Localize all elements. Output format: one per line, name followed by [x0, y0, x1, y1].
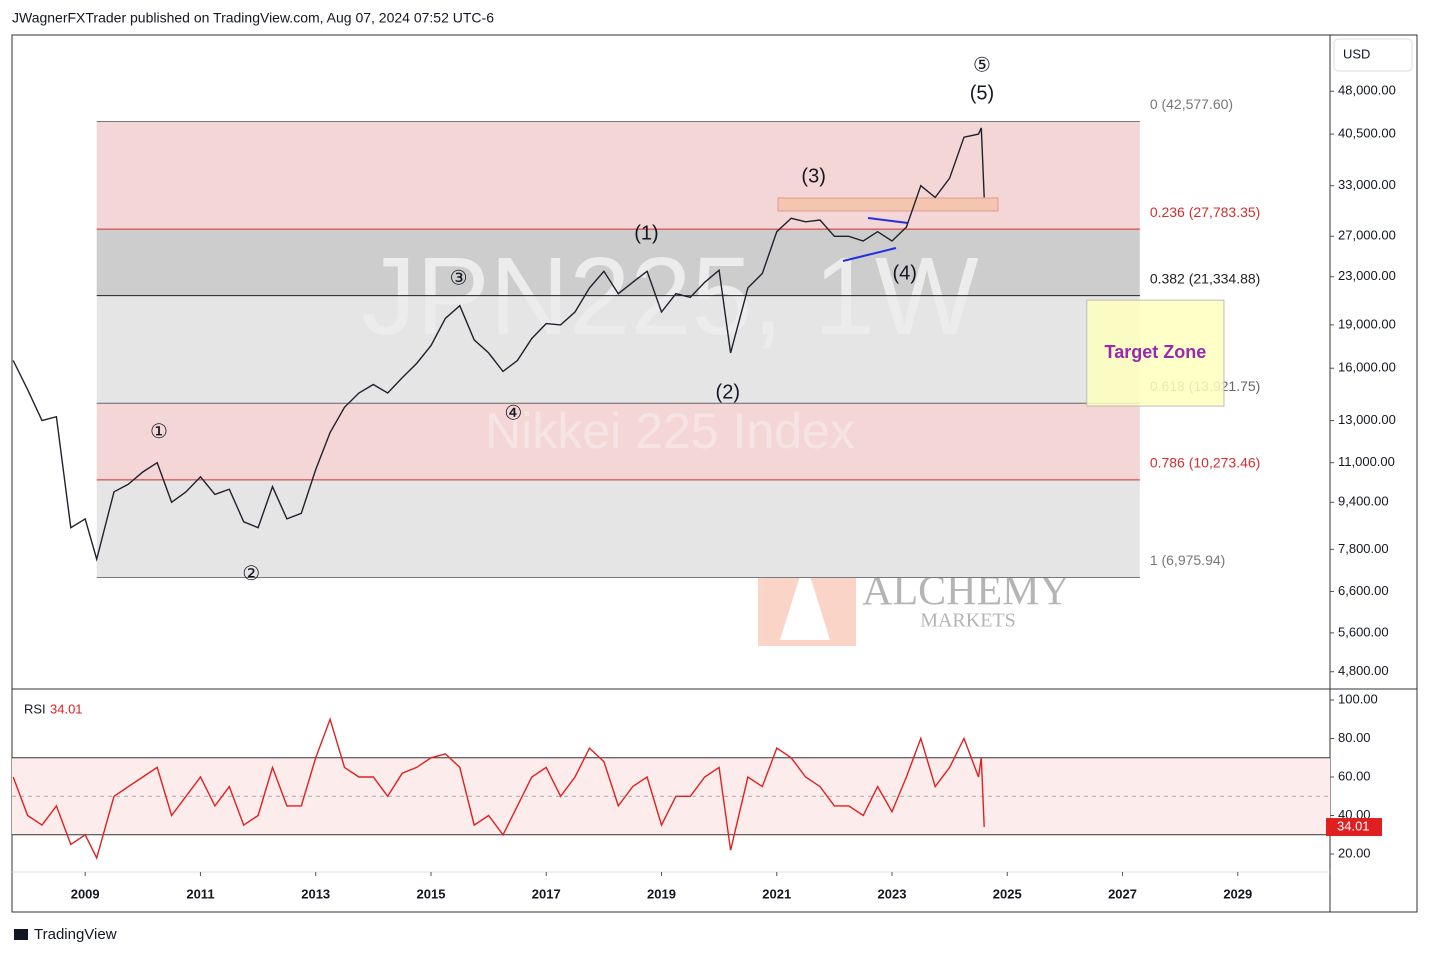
- wave-label: ③: [450, 268, 468, 290]
- triangle-line: [867, 217, 909, 224]
- y-tick-label: 7,800.00: [1338, 541, 1389, 556]
- fib-label: 0.786 (10,273.46): [1150, 455, 1261, 471]
- x-tick-label: 2017: [532, 886, 561, 901]
- target-zone: [1086, 299, 1225, 407]
- wave-label: (1): [634, 222, 658, 244]
- y-tick-label: 13,000.00: [1338, 412, 1396, 427]
- x-tick-label: 2025: [993, 886, 1022, 901]
- y-tick-label: 6,600.00: [1338, 583, 1389, 598]
- currency-box[interactable]: [1333, 38, 1413, 72]
- rsi-title: RSI: [24, 701, 46, 716]
- fib-label: 0.382 (21,334.88): [1150, 270, 1261, 286]
- x-tick-label: 2009: [71, 886, 100, 901]
- rsi-tick-label: 80.00: [1338, 730, 1371, 745]
- y-tick-label: 16,000.00: [1338, 360, 1396, 375]
- price-line: [12, 127, 985, 562]
- rsi-legend-value: 34.01: [50, 701, 83, 716]
- wave-label: (5): [970, 83, 994, 105]
- rsi-value-tag: [1326, 818, 1382, 837]
- y-tick-label: 40,500.00: [1338, 126, 1396, 141]
- y-tick-label: 23,000.00: [1338, 268, 1396, 283]
- fib-label: 1 (6,975.94): [1150, 552, 1226, 568]
- wave-label: ②: [242, 563, 260, 585]
- wave-label: ④: [504, 402, 522, 424]
- logo-shape: [780, 560, 830, 640]
- wave-label: (2): [716, 381, 740, 403]
- fib-label: 0.236 (27,783.35): [1150, 204, 1261, 220]
- resistance-box: [777, 197, 999, 212]
- x-tick-label: 2015: [417, 886, 446, 901]
- y-tick-label: 9,400.00: [1338, 494, 1389, 509]
- x-tick-label: 2019: [647, 886, 676, 901]
- rsi-tick-label: 100.00: [1338, 691, 1378, 706]
- header: JWagnerFXTrader published on TradingView…: [12, 10, 494, 26]
- fib-zone: [96, 229, 1140, 296]
- fib-zone: [96, 479, 1140, 578]
- wave-label: (4): [892, 263, 916, 285]
- y-tick-label: 48,000.00: [1338, 83, 1396, 98]
- y-tick-label: 5,600.00: [1338, 624, 1389, 639]
- x-tick-label: 2021: [762, 886, 791, 901]
- target-zone-label: Target Zone: [1105, 342, 1207, 362]
- currency: USD: [1343, 46, 1370, 61]
- wave-label: ①: [150, 421, 168, 443]
- triangle-line: [842, 247, 897, 262]
- footer-logo: [14, 929, 28, 940]
- y-tick-label: 19,000.00: [1338, 316, 1396, 331]
- x-tick-label: 2011: [186, 886, 214, 901]
- y-tick-label: 33,000.00: [1338, 177, 1396, 192]
- wave-label: (3): [801, 166, 825, 188]
- fib-label: 0 (42,577.60): [1150, 96, 1233, 112]
- wave-label: ⑤: [973, 55, 991, 77]
- watermark-symbol: JPN225, 1W: [361, 235, 979, 358]
- rsi-tick-label: 20.00: [1338, 845, 1371, 860]
- fib-zone: [96, 295, 1140, 404]
- y-tick-label: 11,000.00: [1338, 454, 1395, 469]
- x-tick-label: 2023: [878, 886, 907, 901]
- chart-frame: [11, 34, 1418, 913]
- watermark: JPN225, 1W Nikkei 225 Index: [361, 235, 979, 459]
- x-tick-label: 2029: [1223, 886, 1252, 901]
- x-tick-label: 2027: [1108, 886, 1137, 901]
- rsi-tick-label: 60.00: [1338, 768, 1371, 783]
- fib-zone: [96, 403, 1140, 480]
- y-tick-label: 27,000.00: [1338, 228, 1396, 243]
- x-tick-label: 2013: [301, 886, 330, 901]
- rsi-line: [12, 717, 985, 860]
- footer: TradingView: [34, 926, 117, 943]
- rsi-value-tag-label: 34.01: [1337, 818, 1370, 833]
- logo-sub: MARKETS: [920, 610, 1016, 632]
- y-tick-label: 4,800.00: [1338, 663, 1389, 678]
- watermark-name: Nikkei 225 Index: [485, 403, 855, 459]
